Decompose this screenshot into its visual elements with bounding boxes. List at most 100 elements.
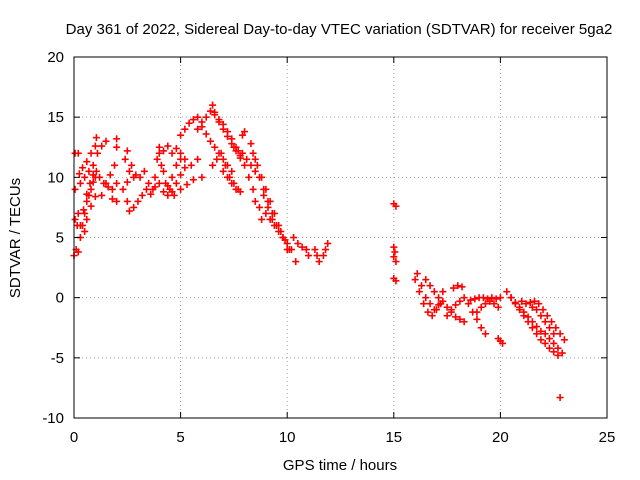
data-point	[456, 315, 464, 323]
data-point	[142, 185, 150, 193]
data-point	[411, 276, 419, 284]
data-point	[177, 149, 185, 157]
data-point	[258, 215, 266, 223]
data-point	[447, 306, 455, 314]
data-point	[104, 183, 112, 191]
data-point	[164, 182, 172, 190]
data-point	[488, 294, 496, 302]
data-point	[418, 282, 426, 290]
data-point	[526, 298, 534, 306]
data-point	[481, 330, 489, 338]
data-point	[87, 185, 95, 193]
data-point	[552, 324, 560, 332]
data-point	[241, 128, 249, 136]
data-point	[76, 221, 84, 229]
data-point	[428, 312, 436, 320]
data-point	[108, 195, 116, 203]
data-point	[460, 318, 468, 326]
data-point	[234, 147, 242, 155]
data-point	[443, 303, 451, 311]
data-point	[113, 197, 121, 205]
data-point	[473, 315, 481, 323]
data-point	[522, 300, 530, 308]
data-point	[554, 344, 562, 352]
data-point	[177, 171, 185, 179]
data-point	[147, 190, 155, 198]
x-tick-label: 0	[70, 429, 78, 446]
data-point	[439, 297, 447, 305]
data-point	[279, 234, 287, 241]
data-point	[206, 137, 214, 145]
data-point	[486, 297, 494, 305]
data-point	[125, 167, 133, 175]
data-point	[391, 248, 399, 256]
data-point	[449, 284, 457, 292]
data-point	[219, 155, 227, 163]
data-point	[136, 173, 144, 181]
data-point	[535, 300, 543, 308]
data-point	[153, 155, 161, 163]
data-point	[160, 167, 168, 175]
data-point	[464, 300, 472, 308]
data-point	[113, 179, 121, 187]
data-point	[315, 258, 323, 266]
data-point	[537, 312, 545, 320]
data-point	[166, 185, 174, 193]
data-point	[87, 202, 95, 210]
data-point	[516, 303, 524, 311]
data-point	[125, 207, 133, 215]
data-point	[221, 161, 229, 169]
x-tick-label: 10	[279, 429, 296, 446]
data-point	[528, 303, 536, 311]
data-point	[121, 155, 129, 163]
data-point	[460, 294, 468, 302]
data-point	[87, 149, 95, 157]
data-point	[238, 149, 246, 157]
data-point	[74, 209, 82, 217]
data-point	[313, 252, 321, 260]
data-point	[473, 308, 481, 316]
data-point	[209, 101, 217, 109]
data-point	[83, 158, 91, 166]
data-point	[454, 282, 462, 290]
x-tick-label: 15	[385, 429, 402, 446]
y-tick-label: 20	[47, 49, 64, 66]
data-point	[392, 277, 400, 285]
data-point	[185, 119, 193, 127]
x-tick-label: 20	[492, 429, 509, 446]
data-point	[160, 188, 168, 196]
data-point	[477, 324, 485, 332]
y-axis-label: SDTVAR / TECUs	[7, 178, 24, 298]
data-point	[202, 130, 210, 138]
data-point	[541, 318, 549, 326]
data-point	[157, 161, 165, 169]
data-point	[541, 330, 549, 338]
data-point	[415, 288, 423, 296]
data-point	[140, 167, 148, 175]
data-point	[119, 185, 127, 193]
data-point	[458, 283, 466, 291]
data-point	[266, 215, 274, 223]
data-point	[85, 167, 93, 175]
data-point	[89, 161, 97, 169]
data-point	[213, 155, 221, 163]
data-point	[247, 161, 255, 169]
data-point	[241, 161, 249, 169]
data-point	[102, 137, 110, 145]
data-point	[219, 167, 227, 175]
data-point	[228, 167, 236, 175]
data-point	[132, 171, 140, 179]
data-point	[149, 185, 157, 193]
data-point	[545, 344, 553, 352]
data-point	[71, 215, 79, 223]
data-point	[545, 324, 553, 332]
data-point	[206, 107, 214, 115]
data-point	[249, 185, 257, 193]
data-point	[75, 170, 83, 178]
data-point	[123, 197, 131, 205]
data-point	[305, 252, 313, 260]
x-axis-label: GPS time / hours	[283, 457, 397, 474]
data-point	[264, 203, 272, 211]
data-point	[311, 246, 319, 254]
data-point	[92, 134, 100, 142]
